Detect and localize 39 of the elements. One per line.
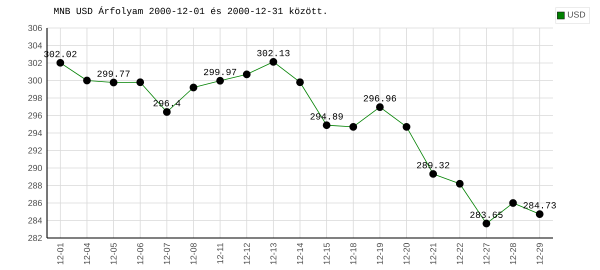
x-tick-label: 12-01: [57, 243, 64, 264]
x-tick-label: 12-28: [510, 243, 516, 264]
y-tick-label: 306: [28, 24, 42, 32]
x-tick-label: 12-29: [536, 243, 543, 264]
x-tick-label: 12-15: [324, 243, 330, 264]
x-tick-label: 12-21: [430, 243, 436, 264]
y-tick-label: 296: [28, 112, 42, 119]
x-tick-label: 12-05: [110, 243, 117, 264]
data-label: 299.97: [204, 68, 236, 76]
x-tick-label: 12-22: [456, 243, 463, 264]
data-label: 296.96: [364, 95, 396, 102]
data-label: 299.77: [97, 70, 130, 77]
x-tick-label: 12-08: [190, 243, 197, 264]
y-tick-label: 298: [28, 94, 42, 102]
y-tick-label: 302: [28, 60, 42, 66]
x-tick-label: 12-20: [403, 243, 410, 264]
chart-title: MNB USD Árfolyam 2000-12-01 és 2000-12-31 között.: [54, 6, 326, 16]
y-tick-label: 288: [28, 182, 42, 189]
x-tick-label: 12-14: [296, 242, 304, 264]
data-label: 284.73: [524, 202, 556, 208]
x-tick-label: 12-12: [244, 243, 250, 264]
x-tick-label: 12-06: [137, 243, 144, 264]
y-tick-label: 282: [28, 234, 42, 242]
y-tick-label: 290: [28, 164, 42, 172]
y-tick-label: 292: [28, 147, 42, 154]
y-tick-label: 286: [28, 200, 42, 206]
y-tick-label: 304: [28, 42, 42, 49]
x-tick-label: 12-11: [217, 243, 224, 264]
x-tick-label: 12-07: [164, 243, 170, 264]
data-label: 302.13: [257, 50, 290, 56]
y-tick-label: 294: [28, 130, 42, 136]
x-tick-label: 12-04: [84, 242, 90, 264]
legend-label: USD: [568, 11, 586, 18]
y-tick-label: 284: [28, 217, 42, 224]
x-tick-label: 12-19: [376, 243, 383, 264]
x-tick-label: 12-18: [350, 243, 356, 264]
y-tick-label: 300: [28, 77, 42, 84]
x-tick-label: 12-13: [270, 243, 276, 264]
x-tick-label: 12-27: [483, 243, 490, 264]
